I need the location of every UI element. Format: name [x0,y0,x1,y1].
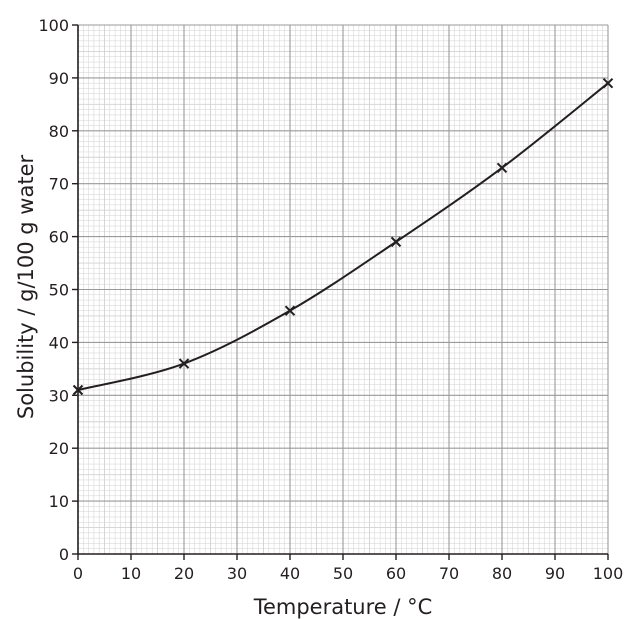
tick-marks [72,24,609,560]
marker-stroke [602,77,614,89]
x-tick-labels: 0 10 20 30 40 50 60 70 80 90 100 [73,564,623,583]
x-tick-label: 20 [174,564,194,583]
series-layer [72,77,614,396]
data-point-marker [390,236,402,248]
data-point-marker [178,358,190,369]
marker-stroke [284,305,296,316]
y-tick-labels: 0 10 20 30 40 50 60 70 80 90 100 [38,16,69,564]
series-curve [77,82,609,391]
marker-stroke [496,162,508,174]
data-point-marker [284,305,296,316]
marker-stroke [178,358,190,369]
y-axis-title: Solubility / g/100 g water [14,155,38,420]
y-tick-label: 80 [49,122,69,141]
data-point-marker [602,77,614,89]
y-tick-label: 90 [49,69,69,88]
y-tick-label: 40 [49,333,69,352]
y-tick-label: 70 [49,175,69,194]
y-tick-label: 60 [49,228,69,247]
y-tick-label: 50 [49,281,69,300]
x-tick-label: 90 [545,564,565,583]
marker-stroke [390,236,402,248]
x-tick-label: 10 [121,564,141,583]
y-tick-label: 30 [49,386,69,405]
x-tick-label: 60 [386,564,406,583]
x-tick-label: 50 [333,564,353,583]
data-point-marker [72,384,84,396]
x-tick-label: 70 [439,564,459,583]
major-gridlines [77,24,609,555]
data-point-marker [496,162,508,174]
y-tick-label: 10 [49,492,69,511]
y-tick-label: 20 [49,439,69,458]
x-axis-title: Temperature / °C [253,595,433,619]
y-tick-label: 0 [59,545,69,564]
x-tick-label: 100 [593,564,624,583]
x-tick-label: 30 [227,564,247,583]
x-tick-label: 0 [73,564,83,583]
marker-stroke [72,384,84,396]
y-tick-label: 100 [38,16,69,35]
x-tick-label: 40 [280,564,300,583]
x-tick-label: 80 [492,564,512,583]
